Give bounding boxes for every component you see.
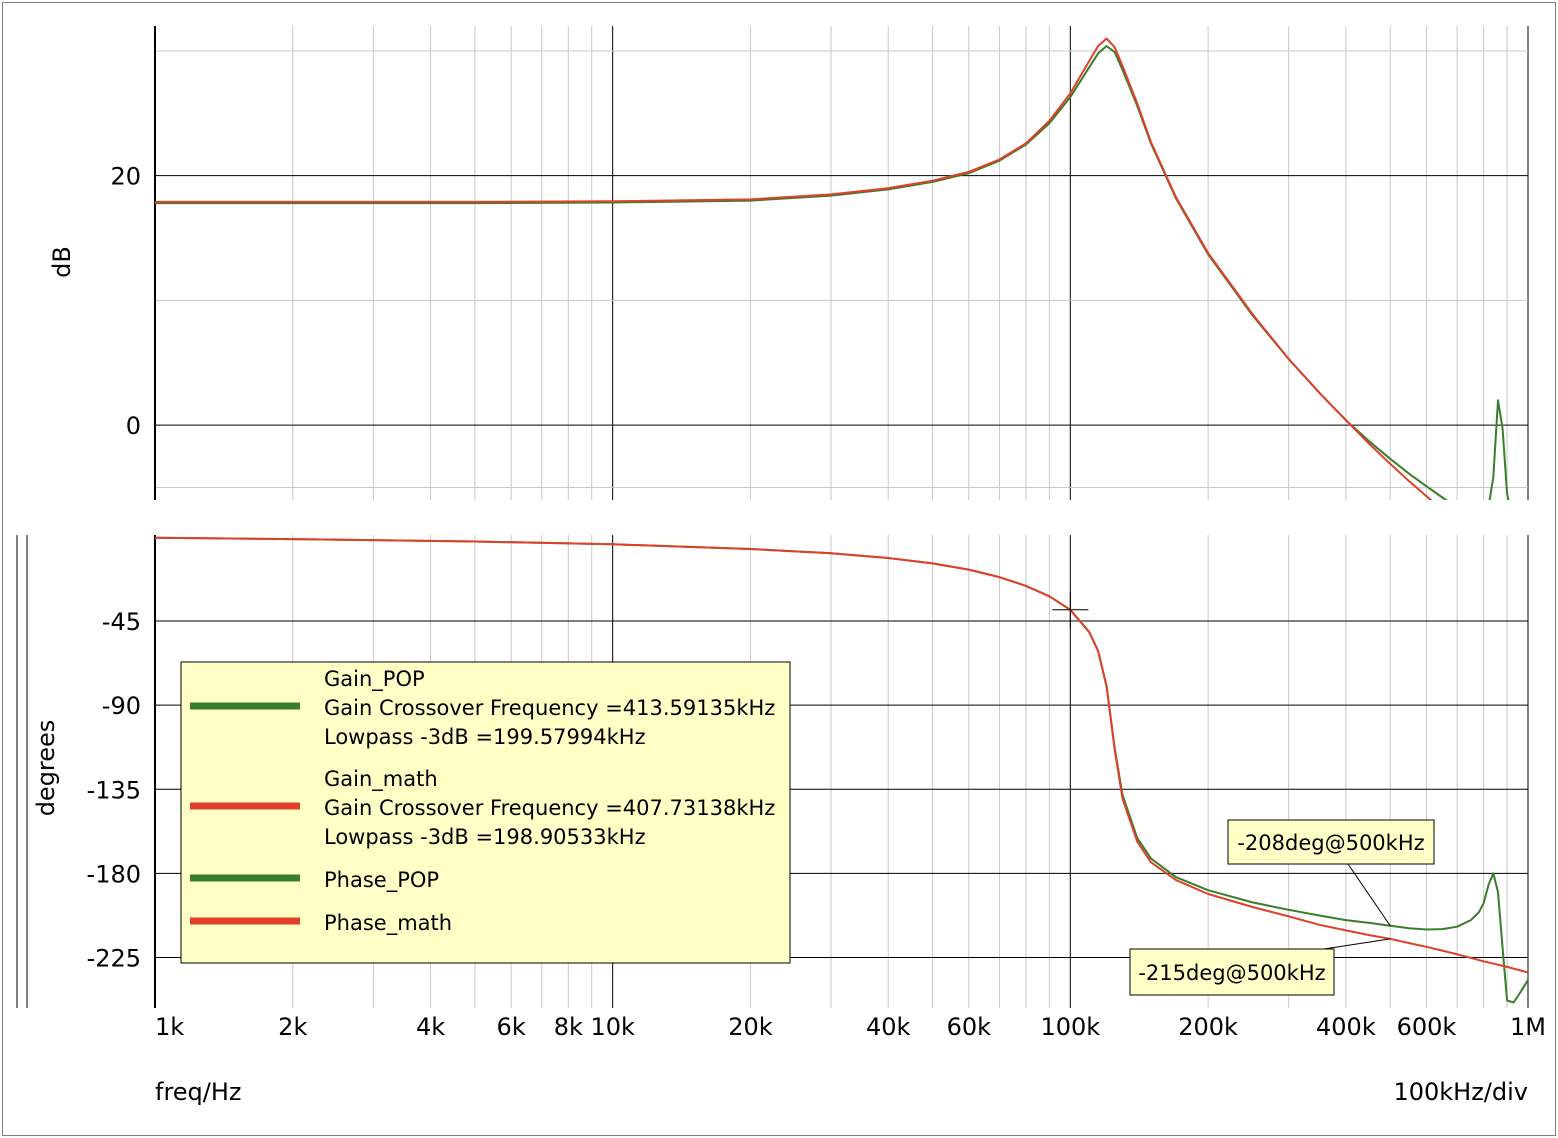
phase-series-group: [155, 536, 1528, 1004]
legend-text: Gain_math: [324, 767, 438, 792]
y-tick-label: -225: [87, 945, 141, 973]
legend-entry-phase-pop: Phase_POP: [190, 868, 439, 893]
gain-panel: 0 20 dB: [48, 26, 1529, 500]
legend-text: Lowpass -3dB =199.57994kHz: [324, 725, 646, 749]
x-axis-label: freq/Hz: [155, 1078, 242, 1106]
legend-box: [180, 661, 791, 964]
x-tick-label: 8k: [554, 1013, 583, 1041]
annotation-phase-pop: -208deg@500kHz: [1227, 819, 1435, 927]
annotation-leader-line: [1347, 863, 1391, 927]
y-axis-label: degrees: [32, 720, 60, 817]
y-tick-label: -90: [102, 692, 141, 720]
legend-text: Gain Crossover Frequency =407.73138kHz: [324, 796, 775, 820]
x-tick-label: 20k: [728, 1013, 773, 1041]
x-tick-label: 60k: [947, 1013, 992, 1041]
x-tick-label: 1k: [155, 1013, 184, 1041]
x-tick-label: 200k: [1178, 1013, 1238, 1041]
annotation-phase-math: -215deg@500kHz: [1129, 938, 1391, 996]
series-line-gain-pop: [155, 45, 1510, 500]
x-division-label: 100kHz/div: [1393, 1078, 1528, 1106]
legend-text: Gain Crossover Frequency =413.59135kHz: [324, 696, 775, 720]
series-line-phase-math: [155, 536, 1528, 974]
annotation-box: [1129, 948, 1335, 996]
annotation-text: -215deg@500kHz: [1138, 961, 1325, 985]
y-axis-label: dB: [48, 246, 76, 278]
x-tick-label: 10k: [590, 1013, 635, 1041]
legend-text: Phase_POP: [324, 868, 439, 893]
annotation-text: -208deg@500kHz: [1237, 831, 1424, 855]
legend-entry-gain-math: Gain_math Gain Crossover Frequency =407.7…: [190, 767, 775, 849]
x-tick-label: 100k: [1040, 1013, 1100, 1041]
x-tick-label: 1M: [1510, 1013, 1546, 1041]
x-tick-label: 2k: [278, 1013, 307, 1041]
legend-text: Phase_math: [324, 911, 452, 936]
cursor-crosshair: [1052, 591, 1089, 628]
y-tick-label: 20: [110, 163, 141, 191]
y-tick-label: -180: [87, 860, 141, 888]
legend-entry-phase-math: Phase_math: [190, 911, 452, 936]
gain-series-group: [155, 37, 1510, 500]
series-line-gain-math: [155, 37, 1433, 500]
legend-entry-gain-pop: Gain_POP Gain Crossover Frequency =413.59…: [190, 667, 775, 749]
annotation-leader-line: [1323, 938, 1391, 950]
y-tick-label: -45: [102, 608, 141, 636]
legend-text: Lowpass -3dB =198.90533kHz: [324, 825, 646, 849]
legend: Gain_POP Gain Crossover Frequency =413.59…: [180, 661, 791, 964]
x-tick-label: 4k: [416, 1013, 445, 1041]
y-tick-label: -135: [87, 776, 141, 804]
x-tick-label: 400k: [1316, 1013, 1376, 1041]
x-tick-label: 600k: [1397, 1013, 1457, 1041]
annotation-box: [1227, 819, 1435, 865]
x-tick-label: 6k: [497, 1013, 526, 1041]
x-tick-label: 40k: [866, 1013, 911, 1041]
legend-text: Gain_POP: [324, 667, 425, 692]
y-tick-label: 0: [126, 412, 141, 440]
